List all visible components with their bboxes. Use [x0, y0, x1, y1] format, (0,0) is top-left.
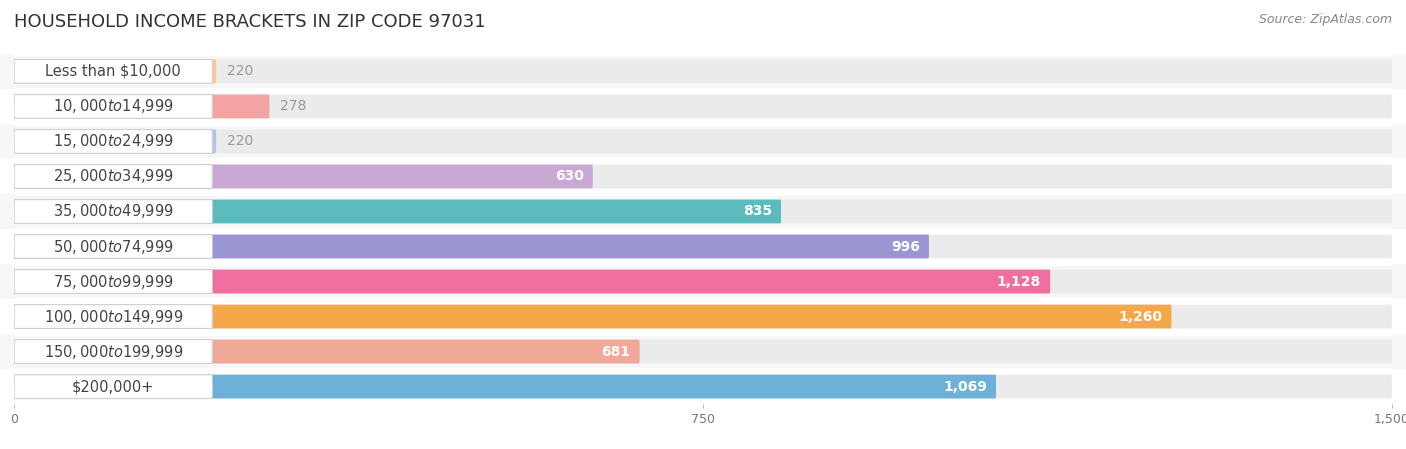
Text: $75,000 to $99,999: $75,000 to $99,999	[53, 273, 174, 291]
FancyBboxPatch shape	[14, 269, 1050, 294]
FancyBboxPatch shape	[14, 94, 270, 119]
FancyBboxPatch shape	[14, 234, 212, 259]
Bar	[0, 54, 1406, 89]
FancyBboxPatch shape	[14, 164, 593, 189]
FancyBboxPatch shape	[14, 374, 212, 399]
Bar	[0, 159, 1406, 194]
Text: 220: 220	[228, 134, 253, 149]
Text: Source: ZipAtlas.com: Source: ZipAtlas.com	[1258, 13, 1392, 26]
FancyBboxPatch shape	[14, 59, 212, 84]
FancyBboxPatch shape	[14, 129, 212, 154]
FancyBboxPatch shape	[14, 199, 212, 224]
Text: 1,260: 1,260	[1118, 309, 1163, 324]
Bar	[0, 89, 1406, 124]
Text: 681: 681	[602, 344, 630, 359]
Text: 1,128: 1,128	[997, 274, 1040, 289]
Bar	[0, 194, 1406, 229]
Bar	[0, 229, 1406, 264]
Bar	[0, 124, 1406, 159]
FancyBboxPatch shape	[14, 269, 1392, 294]
Text: 1,069: 1,069	[943, 379, 987, 394]
Text: $15,000 to $24,999: $15,000 to $24,999	[53, 132, 174, 150]
FancyBboxPatch shape	[14, 374, 1392, 399]
FancyBboxPatch shape	[14, 234, 1392, 259]
FancyBboxPatch shape	[14, 339, 1392, 364]
Text: $200,000+: $200,000+	[72, 379, 155, 394]
Text: Less than $10,000: Less than $10,000	[45, 64, 181, 79]
FancyBboxPatch shape	[14, 339, 212, 364]
FancyBboxPatch shape	[14, 199, 1392, 224]
Bar	[0, 334, 1406, 369]
Text: $25,000 to $34,999: $25,000 to $34,999	[53, 167, 174, 185]
FancyBboxPatch shape	[14, 59, 217, 84]
Text: 996: 996	[891, 239, 920, 254]
Text: 835: 835	[742, 204, 772, 219]
Text: 630: 630	[555, 169, 583, 184]
FancyBboxPatch shape	[14, 304, 1392, 329]
Text: $10,000 to $14,999: $10,000 to $14,999	[53, 97, 174, 115]
Text: 220: 220	[228, 64, 253, 79]
Text: 278: 278	[280, 99, 307, 114]
FancyBboxPatch shape	[14, 94, 1392, 119]
Text: $100,000 to $149,999: $100,000 to $149,999	[44, 308, 183, 326]
Text: $35,000 to $49,999: $35,000 to $49,999	[53, 202, 174, 220]
FancyBboxPatch shape	[14, 164, 212, 189]
Bar	[0, 264, 1406, 299]
Bar	[0, 369, 1406, 404]
FancyBboxPatch shape	[14, 304, 212, 329]
FancyBboxPatch shape	[14, 339, 640, 364]
FancyBboxPatch shape	[14, 129, 217, 154]
Text: HOUSEHOLD INCOME BRACKETS IN ZIP CODE 97031: HOUSEHOLD INCOME BRACKETS IN ZIP CODE 97…	[14, 13, 485, 31]
FancyBboxPatch shape	[14, 59, 1392, 84]
FancyBboxPatch shape	[14, 129, 1392, 154]
FancyBboxPatch shape	[14, 304, 1171, 329]
FancyBboxPatch shape	[14, 374, 995, 399]
FancyBboxPatch shape	[14, 164, 1392, 189]
FancyBboxPatch shape	[14, 234, 929, 259]
Text: $150,000 to $199,999: $150,000 to $199,999	[44, 343, 183, 361]
FancyBboxPatch shape	[14, 199, 782, 224]
Text: $50,000 to $74,999: $50,000 to $74,999	[53, 238, 174, 255]
FancyBboxPatch shape	[14, 269, 212, 294]
Bar	[0, 299, 1406, 334]
FancyBboxPatch shape	[14, 94, 212, 119]
